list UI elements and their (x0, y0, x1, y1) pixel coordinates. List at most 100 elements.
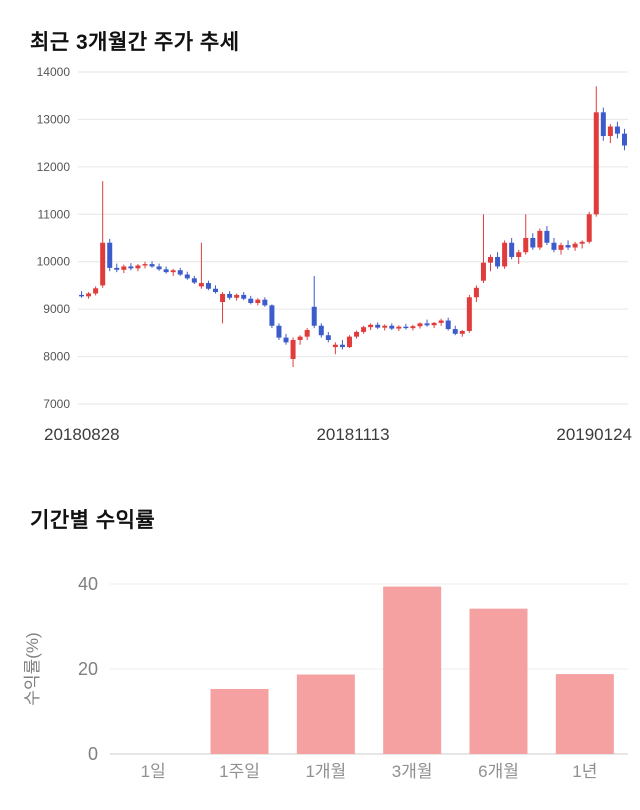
candle-body (79, 294, 85, 297)
candle-body (163, 269, 169, 273)
candle-body (607, 126, 613, 137)
candle-body (495, 256, 501, 267)
candle-body (93, 288, 99, 294)
candle-body (621, 133, 627, 146)
candle-body (417, 323, 423, 327)
returns-bar (469, 608, 528, 754)
returns-bar (296, 674, 355, 754)
price-y-tick-label: 7000 (43, 397, 70, 411)
candle-body (600, 112, 606, 137)
candle-body (100, 242, 106, 286)
candle-body (142, 264, 148, 266)
candle-body (473, 287, 479, 298)
candle-body (135, 265, 141, 269)
candle-body (502, 242, 508, 267)
period-returns-title: 기간별 수익률 (30, 509, 156, 532)
price-y-tick-label: 8000 (43, 350, 70, 364)
returns-y-tick-label: 0 (88, 744, 98, 764)
price-y-tick-label: 13000 (37, 112, 71, 126)
candle-body (346, 336, 352, 348)
candle-body (213, 288, 218, 293)
returns-y-axis-label: 수익률(%) (23, 632, 42, 705)
candle-body (297, 336, 303, 340)
candle-body (114, 267, 120, 270)
candle-body (396, 326, 402, 329)
price-y-tick-label: 14000 (37, 65, 71, 79)
candle-body (516, 252, 522, 257)
candle-body (205, 283, 211, 289)
candle-body (354, 331, 360, 337)
candle-body (593, 112, 599, 215)
candle-body (156, 266, 162, 270)
returns-category-label: 1주일 (219, 762, 260, 781)
candle-body (121, 266, 127, 270)
candle-body (198, 283, 204, 287)
candle-body (283, 337, 289, 343)
price-y-tick-label: 11000 (38, 207, 71, 221)
candle-body (424, 323, 430, 326)
candle-body (361, 327, 367, 332)
candle-body (325, 335, 331, 340)
candle-body (86, 293, 92, 297)
candle-body (558, 245, 564, 250)
candle-body (227, 293, 233, 298)
candle-body (523, 238, 529, 253)
candle-body (184, 274, 190, 279)
candle-body (248, 298, 254, 303)
candle-body (149, 264, 155, 267)
candle-body (466, 297, 472, 331)
candle-body (452, 329, 458, 334)
candle-body (403, 326, 409, 329)
price-y-tick-label: 9000 (43, 302, 70, 316)
candle-body (382, 325, 388, 328)
candle-body (368, 324, 374, 328)
candle-body (220, 293, 226, 303)
candle-body (544, 230, 550, 243)
candle-body (572, 243, 578, 248)
candle-body (586, 214, 592, 242)
candle-body (304, 330, 310, 337)
returns-bar (383, 586, 442, 754)
returns-y-tick-label: 40 (78, 574, 98, 594)
candle-body (262, 299, 268, 306)
candle-body (290, 339, 296, 359)
candle-body (170, 270, 176, 273)
price-x-label-start: 20180828 (44, 425, 120, 444)
price-y-tick-label: 10000 (37, 255, 71, 269)
candle-body (438, 320, 444, 323)
candle-body (255, 299, 261, 303)
candle-body (537, 230, 543, 248)
candle-body (311, 306, 317, 326)
candle-body (191, 278, 197, 283)
candle-body (530, 238, 536, 248)
candle-body (488, 256, 493, 263)
returns-bar (555, 674, 614, 754)
candle-body (551, 242, 557, 250)
candle-body (276, 325, 282, 338)
candle-body (445, 320, 451, 330)
candle-body (234, 294, 240, 298)
price-x-label-end: 20190124 (556, 425, 632, 444)
candle-body (565, 245, 571, 248)
candle-body (177, 270, 183, 275)
returns-category-label: 1개월 (305, 762, 346, 781)
candle-body (459, 330, 465, 334)
candle-body (410, 326, 416, 329)
candle-body (375, 324, 381, 328)
price-y-tick-label: 12000 (37, 160, 71, 174)
candle-body (107, 242, 113, 268)
price-trend-title: 최근 3개월간 주가 추세 (30, 31, 240, 54)
candle-body (128, 266, 134, 269)
price-x-label-middle: 20181113 (316, 425, 389, 444)
period-returns-bar-chart: 0 20 40 수익률(%) 1일 1주일 1개월 3개월 6개월 1년 (23, 574, 628, 781)
returns-category-label: 3개월 (392, 762, 433, 781)
candle-body (339, 344, 345, 348)
candle-body (241, 294, 247, 299)
candle-body (509, 242, 515, 257)
candle-body (480, 262, 486, 281)
returns-category-label: 1년 (572, 762, 597, 781)
returns-category-label: 1일 (141, 762, 166, 781)
candle-body (579, 241, 585, 244)
returns-y-tick-label: 20 (78, 659, 98, 679)
